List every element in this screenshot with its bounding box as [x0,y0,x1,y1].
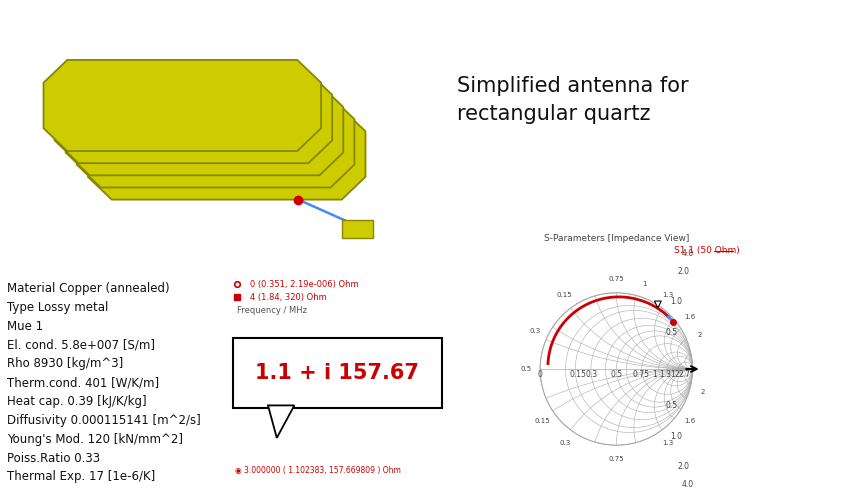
Text: Type Lossy metal: Type Lossy metal [7,301,108,314]
Text: 1.6: 1.6 [684,418,695,424]
Text: 1.3: 1.3 [661,440,672,446]
PathPatch shape [88,109,365,200]
PathPatch shape [77,96,354,187]
Text: 1: 1 [651,370,656,379]
Text: 0.5: 0.5 [665,328,677,337]
Text: S-Parameters [Impedance View]: S-Parameters [Impedance View] [543,234,688,244]
Text: 0.5: 0.5 [665,401,677,410]
Text: Material Copper (annealed): Material Copper (annealed) [7,282,170,295]
Text: 0.5: 0.5 [610,370,622,379]
Text: Young's Mod. 120 [kN/mm^2]: Young's Mod. 120 [kN/mm^2] [7,432,183,446]
PathPatch shape [65,84,343,175]
Text: Simplified antenna for
rectangular quartz: Simplified antenna for rectangular quart… [456,76,688,124]
Text: 1.0: 1.0 [670,298,682,307]
Text: Thermal Exp. 17 [1e-6/K]: Thermal Exp. 17 [1e-6/K] [7,470,155,483]
Text: 1.1 + i 157.67: 1.1 + i 157.67 [255,363,418,383]
Text: 0.3: 0.3 [559,440,570,446]
Text: 0: 0 [537,370,542,379]
FancyBboxPatch shape [232,338,441,407]
Text: S1,1 (50 Ohm): S1,1 (50 Ohm) [673,246,739,255]
Text: Heat cap. 0.39 [kJ/K/kg]: Heat cap. 0.39 [kJ/K/kg] [7,395,146,408]
Text: 4.0: 4.0 [681,480,693,490]
Polygon shape [268,405,294,438]
Text: 0 (0.351, 2.19e-006) Ohm: 0 (0.351, 2.19e-006) Ohm [251,279,359,289]
PathPatch shape [43,60,320,151]
Text: 1.3: 1.3 [661,292,672,298]
Text: 1.31: 1.31 [658,370,675,379]
Text: Diffusivity 0.000115141 [m^2/s]: Diffusivity 0.000115141 [m^2/s] [7,414,201,427]
Text: 2: 2 [674,370,678,379]
Text: 1.0: 1.0 [670,431,682,440]
Text: 0.75: 0.75 [632,370,649,379]
Text: 0.75: 0.75 [608,276,623,282]
Text: 0.75: 0.75 [608,456,623,462]
Text: 2: 2 [700,389,704,395]
Text: 0.15: 0.15 [535,418,550,424]
Text: 0.3: 0.3 [585,370,597,379]
Text: 2.7: 2.7 [678,370,690,379]
Text: ◉ 3.000000 ( 1.102383, 157.669809 ) Ohm: ◉ 3.000000 ( 1.102383, 157.669809 ) Ohm [235,466,400,475]
Text: 4 (1.84, 320) Ohm: 4 (1.84, 320) Ohm [251,293,327,302]
Text: El. cond. 5.8e+007 [S/m]: El. cond. 5.8e+007 [S/m] [7,338,155,351]
Text: Therm.cond. 401 [W/K/m]: Therm.cond. 401 [W/K/m] [7,376,158,389]
FancyBboxPatch shape [341,220,373,238]
Text: 0.15: 0.15 [569,370,586,379]
PathPatch shape [54,72,331,163]
Text: Mue 1: Mue 1 [7,320,43,333]
Text: 2.0: 2.0 [677,267,689,276]
Text: 0.15: 0.15 [556,292,572,298]
Text: 1: 1 [641,280,646,286]
Text: 4.0: 4.0 [681,248,693,258]
Text: 0.5: 0.5 [520,366,531,372]
Text: 2: 2 [697,332,701,338]
Text: 2.0: 2.0 [677,462,689,471]
Text: Poiss.Ratio 0.33: Poiss.Ratio 0.33 [7,452,100,464]
Text: Frequency / MHz: Frequency / MHz [237,306,307,315]
Text: Rho 8930 [kg/m^3]: Rho 8930 [kg/m^3] [7,357,123,370]
Text: 0.3: 0.3 [529,328,540,334]
Text: 1.6: 1.6 [684,314,695,320]
Polygon shape [653,301,660,308]
